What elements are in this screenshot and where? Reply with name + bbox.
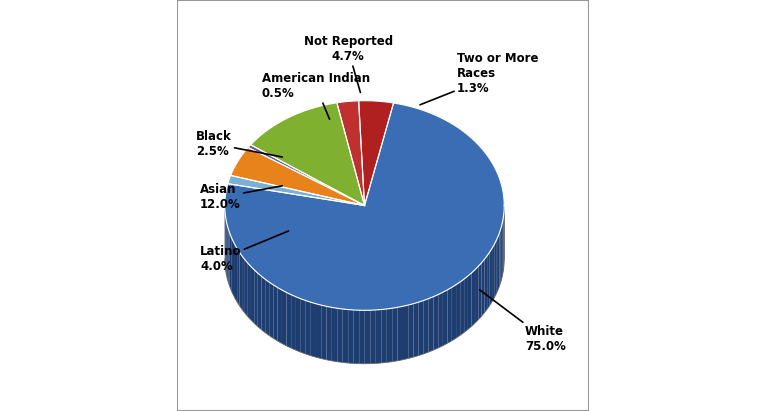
- Polygon shape: [261, 276, 265, 332]
- Polygon shape: [296, 297, 301, 352]
- Polygon shape: [354, 310, 359, 364]
- Polygon shape: [370, 310, 376, 364]
- Polygon shape: [337, 101, 365, 206]
- Polygon shape: [443, 290, 447, 346]
- Polygon shape: [224, 103, 504, 310]
- Polygon shape: [231, 237, 233, 294]
- Polygon shape: [273, 285, 277, 341]
- Polygon shape: [381, 309, 387, 363]
- Polygon shape: [464, 276, 468, 332]
- Text: White
75.0%: White 75.0%: [480, 290, 565, 353]
- Polygon shape: [498, 233, 499, 290]
- Polygon shape: [254, 270, 257, 327]
- Text: American Indian
0.5%: American Indian 0.5%: [262, 72, 370, 119]
- Polygon shape: [337, 308, 342, 363]
- Polygon shape: [376, 309, 381, 363]
- Polygon shape: [460, 279, 464, 335]
- Text: Asian
12.0%: Asian 12.0%: [200, 183, 283, 211]
- Polygon shape: [365, 310, 370, 364]
- Polygon shape: [468, 273, 472, 329]
- Polygon shape: [419, 300, 424, 356]
- Polygon shape: [321, 305, 326, 360]
- Polygon shape: [326, 306, 332, 361]
- Polygon shape: [306, 300, 311, 356]
- Polygon shape: [392, 307, 398, 362]
- Polygon shape: [316, 304, 321, 358]
- Polygon shape: [269, 282, 273, 338]
- Polygon shape: [492, 245, 494, 302]
- Polygon shape: [438, 292, 443, 348]
- Polygon shape: [494, 240, 496, 298]
- Polygon shape: [230, 233, 231, 291]
- Polygon shape: [248, 263, 251, 320]
- Polygon shape: [472, 270, 475, 326]
- Polygon shape: [499, 229, 501, 286]
- Polygon shape: [265, 279, 269, 335]
- Polygon shape: [235, 245, 237, 302]
- Polygon shape: [251, 267, 254, 323]
- Polygon shape: [250, 103, 365, 206]
- Polygon shape: [478, 263, 482, 320]
- Polygon shape: [414, 302, 419, 357]
- Polygon shape: [332, 307, 337, 362]
- Polygon shape: [496, 237, 498, 294]
- Polygon shape: [482, 259, 484, 316]
- Polygon shape: [311, 302, 316, 357]
- Polygon shape: [248, 145, 365, 206]
- Polygon shape: [484, 256, 487, 313]
- Polygon shape: [240, 252, 242, 309]
- Polygon shape: [408, 304, 414, 358]
- Polygon shape: [475, 266, 478, 323]
- Polygon shape: [233, 241, 235, 298]
- Polygon shape: [242, 256, 245, 313]
- Text: Black
2.5%: Black 2.5%: [196, 130, 283, 158]
- Polygon shape: [277, 288, 282, 344]
- Polygon shape: [226, 221, 228, 278]
- Polygon shape: [228, 175, 365, 206]
- Polygon shape: [257, 273, 261, 330]
- Polygon shape: [424, 299, 429, 354]
- Polygon shape: [245, 260, 248, 316]
- Polygon shape: [489, 248, 492, 305]
- Polygon shape: [237, 249, 240, 306]
- Polygon shape: [429, 297, 434, 352]
- Polygon shape: [349, 309, 354, 363]
- Polygon shape: [228, 229, 230, 286]
- Polygon shape: [487, 252, 489, 309]
- Polygon shape: [456, 282, 460, 338]
- Polygon shape: [359, 310, 365, 364]
- Polygon shape: [447, 287, 452, 343]
- Text: Two or More
Races
1.3%: Two or More Races 1.3%: [420, 53, 538, 105]
- Polygon shape: [403, 305, 408, 360]
- Polygon shape: [342, 309, 349, 363]
- Polygon shape: [358, 101, 394, 206]
- Text: Not Reported
4.7%: Not Reported 4.7%: [303, 35, 393, 92]
- Polygon shape: [387, 308, 392, 363]
- Text: Latino
4.0%: Latino 4.0%: [200, 231, 289, 273]
- Polygon shape: [501, 224, 502, 282]
- Polygon shape: [231, 148, 365, 206]
- Polygon shape: [434, 295, 438, 350]
- Polygon shape: [291, 295, 296, 350]
- Polygon shape: [282, 290, 286, 346]
- Polygon shape: [301, 299, 306, 354]
- Polygon shape: [398, 306, 403, 361]
- Polygon shape: [452, 285, 456, 341]
- Polygon shape: [286, 293, 291, 348]
